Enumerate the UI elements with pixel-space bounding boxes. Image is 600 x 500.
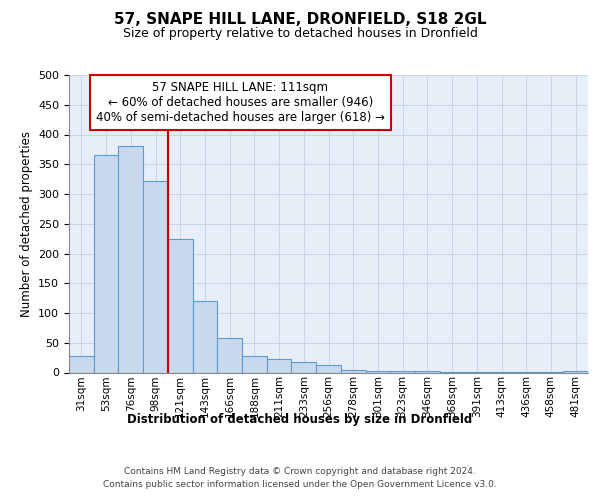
- Text: 57, SNAPE HILL LANE, DRONFIELD, S18 2GL: 57, SNAPE HILL LANE, DRONFIELD, S18 2GL: [114, 12, 486, 28]
- Bar: [365, 370, 390, 372]
- Bar: [118, 146, 143, 372]
- Bar: [69, 356, 94, 372]
- Text: 57 SNAPE HILL LANE: 111sqm
← 60% of detached houses are smaller (946)
40% of sem: 57 SNAPE HILL LANE: 111sqm ← 60% of deta…: [96, 81, 385, 124]
- Bar: [267, 359, 292, 372]
- Bar: [316, 365, 341, 372]
- Bar: [193, 301, 217, 372]
- Bar: [143, 181, 168, 372]
- Y-axis label: Number of detached properties: Number of detached properties: [20, 130, 32, 317]
- Text: Distribution of detached houses by size in Dronfield: Distribution of detached houses by size …: [127, 412, 473, 426]
- Bar: [168, 238, 193, 372]
- Bar: [217, 338, 242, 372]
- Text: Size of property relative to detached houses in Dronfield: Size of property relative to detached ho…: [122, 28, 478, 40]
- Bar: [341, 370, 365, 372]
- Text: Contains HM Land Registry data © Crown copyright and database right 2024.: Contains HM Land Registry data © Crown c…: [124, 468, 476, 476]
- Bar: [292, 362, 316, 372]
- Text: Contains public sector information licensed under the Open Government Licence v3: Contains public sector information licen…: [103, 480, 497, 489]
- Bar: [94, 156, 118, 372]
- Bar: [242, 356, 267, 372]
